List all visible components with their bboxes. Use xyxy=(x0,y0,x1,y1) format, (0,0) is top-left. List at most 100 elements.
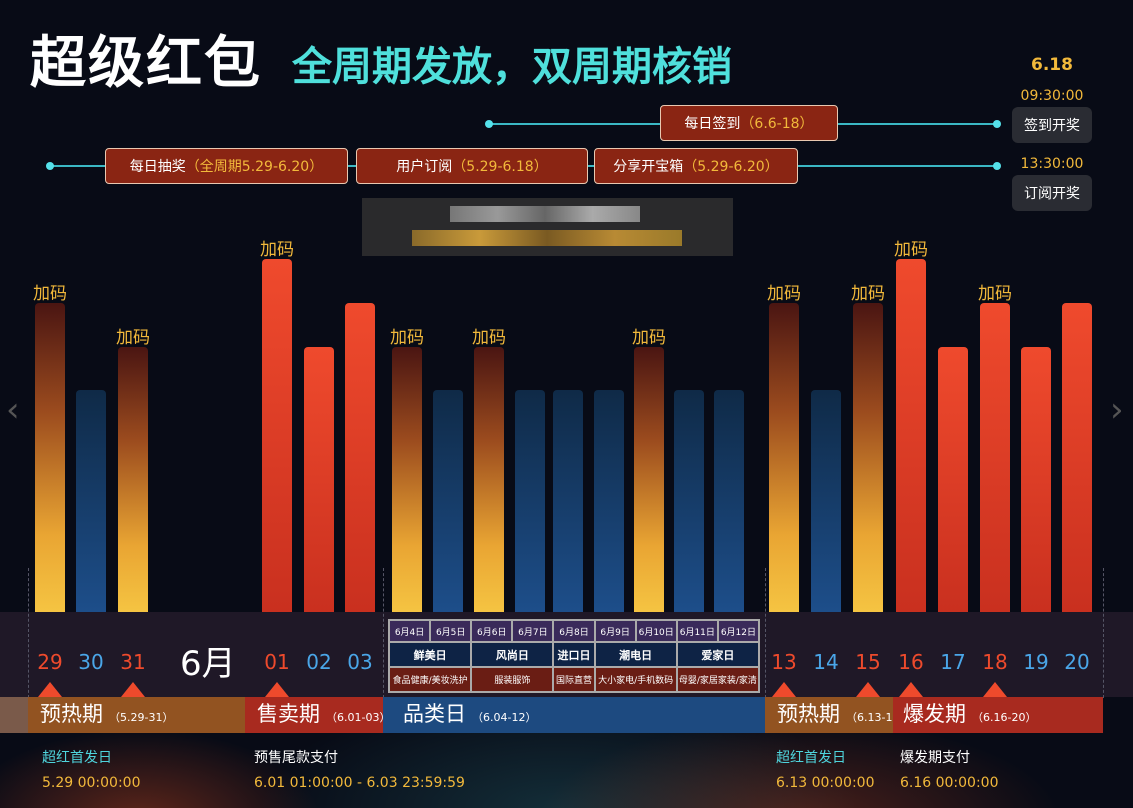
divider xyxy=(28,568,29,698)
phase-burst: 爆发期 （6.16-20） xyxy=(893,697,1103,733)
category-date: 6月12日 xyxy=(717,620,759,642)
bar-06 xyxy=(474,347,504,612)
note-value: 6.13 00:00:00 xyxy=(776,775,875,791)
note-label: 预售尾款支付 xyxy=(254,750,338,766)
phase-sale: 售卖期 （6.01-03） xyxy=(245,697,390,733)
bonus-label: 加码 xyxy=(632,328,666,348)
divider xyxy=(383,568,384,698)
phase-range: （6.16-20） xyxy=(972,711,1037,724)
phase-range: （5.29-31） xyxy=(109,711,174,724)
date-label: 18 xyxy=(982,650,1008,674)
activity-range: （6.6-18） xyxy=(740,116,814,132)
activity-daily-lottery: 每日抽奖 （全周期5.29-6.20） xyxy=(105,148,348,184)
category-date: 6月11日 xyxy=(676,620,718,642)
bar-10 xyxy=(634,347,664,612)
phase-name: 品类日 xyxy=(403,702,466,726)
category-products: 大小家电/手机数码 xyxy=(594,667,677,692)
bar-31 xyxy=(118,347,148,612)
bar-16 xyxy=(896,259,926,612)
marker-triangle-icon xyxy=(38,682,62,697)
marker-triangle-icon xyxy=(265,682,289,697)
bar-15 xyxy=(853,303,883,612)
category-theme: 风尚日 xyxy=(471,642,554,667)
bonus-label: 加码 xyxy=(260,240,294,260)
note-label: 爆发期支付 xyxy=(900,750,970,766)
month-label: 6月 xyxy=(180,644,236,684)
category-theme: 潮电日 xyxy=(594,642,677,667)
bonus-label: 加码 xyxy=(894,240,928,260)
phase-name: 爆发期 xyxy=(903,702,966,726)
subscribe-draw-button[interactable]: 订阅开奖 xyxy=(1012,175,1092,211)
bar-14 xyxy=(811,390,841,612)
activity-share-chest: 分享开宝箱 （5.29-6.20） xyxy=(594,148,798,184)
bar-29 xyxy=(35,303,65,612)
category-day-table: 6月4日 6月5日 6月6日 6月7日 6月8日 6月9日 6月10日 6月11日 6月12日 … xyxy=(388,619,760,693)
divider xyxy=(1103,568,1104,698)
date-label: 15 xyxy=(855,650,881,674)
bar-07 xyxy=(515,390,545,612)
note-value: 6.01 01:00:00 - 6.03 23:59:59 xyxy=(254,775,465,791)
activity-range: （全周期5.29-6.20） xyxy=(185,159,324,175)
activity-name: 用户订阅 xyxy=(396,159,453,175)
note-label: 超红首发日 xyxy=(42,750,112,766)
bar-04 xyxy=(392,347,422,612)
bar-12 xyxy=(714,390,744,612)
bonus-label: 加码 xyxy=(116,328,150,348)
bar-18 xyxy=(980,303,1010,612)
signin-draw-button[interactable]: 签到开奖 xyxy=(1012,107,1092,143)
bar-13 xyxy=(769,303,799,612)
blurred-image xyxy=(362,198,733,256)
activity-range: （5.29-6.20） xyxy=(683,159,779,175)
phase-name: 预热期 xyxy=(777,702,840,726)
marker-triangle-icon xyxy=(772,682,796,697)
bar-02 xyxy=(304,347,334,612)
category-date: 6月6日 xyxy=(471,620,513,642)
date-label: 31 xyxy=(120,650,146,674)
bar-11 xyxy=(674,390,704,612)
date-label: 13 xyxy=(771,650,797,674)
bar-19 xyxy=(1021,347,1051,612)
category-date: 6月8日 xyxy=(553,620,595,642)
draw-time-1: 09:30:00 xyxy=(1020,88,1084,104)
bonus-label: 加码 xyxy=(767,284,801,304)
timeline-dot xyxy=(46,162,54,170)
category-products: 国际直营 xyxy=(553,667,595,692)
page-title: 超级红包 xyxy=(30,31,262,96)
bar-05 xyxy=(433,390,463,612)
timeline-dot xyxy=(993,162,1001,170)
bonus-label: 加码 xyxy=(390,328,424,348)
phase-edge xyxy=(0,697,28,733)
bar-08 xyxy=(553,390,583,612)
date-label: 16 xyxy=(898,650,924,674)
bar-01 xyxy=(262,259,292,612)
category-date: 6月4日 xyxy=(389,620,431,642)
phase-name: 售卖期 xyxy=(257,702,320,726)
bonus-label: 加码 xyxy=(472,328,506,348)
category-date: 6月10日 xyxy=(635,620,677,642)
marker-triangle-icon xyxy=(856,682,880,697)
date-label: 14 xyxy=(813,650,839,674)
draw-time-2: 13:30:00 xyxy=(1020,156,1084,172)
bar-17 xyxy=(938,347,968,612)
date-label: 20 xyxy=(1064,650,1090,674)
next-arrow-icon[interactable]: › xyxy=(1110,390,1124,430)
bonus-label: 加码 xyxy=(33,284,67,304)
page-subtitle: 全周期发放，双周期核销 xyxy=(292,44,732,90)
phase-category-day: 品类日 （6.04-12） xyxy=(383,697,765,733)
category-products: 食品健康/美妆洗护 xyxy=(389,667,472,692)
category-products: 服装服饰 xyxy=(471,667,554,692)
draw-date: 6.18 xyxy=(1031,55,1073,75)
marker-triangle-icon xyxy=(121,682,145,697)
bar-20 xyxy=(1062,303,1092,612)
activity-name: 分享开宝箱 xyxy=(613,159,684,175)
activity-name: 每日签到 xyxy=(684,116,741,132)
date-label: 01 xyxy=(264,650,290,674)
prev-arrow-icon[interactable]: ‹ xyxy=(6,390,20,430)
category-theme: 爱家日 xyxy=(676,642,759,667)
activity-user-subscribe: 用户订阅 （5.29-6.18） xyxy=(356,148,588,184)
marker-triangle-icon xyxy=(899,682,923,697)
date-label: 03 xyxy=(347,650,373,674)
date-label: 19 xyxy=(1023,650,1049,674)
phase-preheat-1: 预热期 （5.29-31） xyxy=(28,697,245,733)
category-date: 6月9日 xyxy=(594,620,636,642)
